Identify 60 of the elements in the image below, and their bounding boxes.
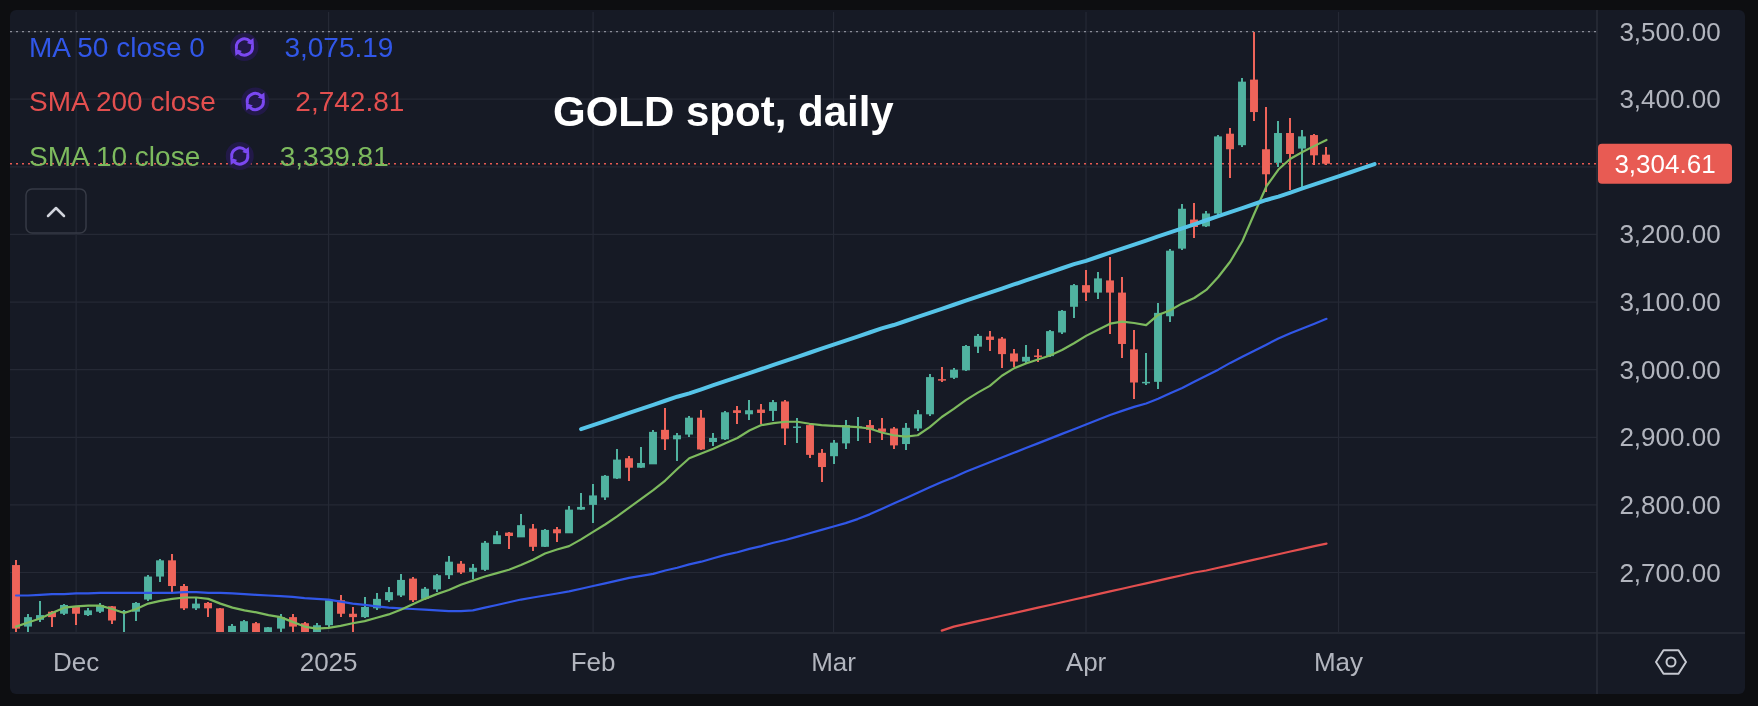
x-tick-label: Feb (570, 647, 616, 677)
annotation: 2,742.81 (295, 86, 405, 117)
y-tick-label: 3,500.00 (1619, 16, 1721, 47)
candlestick (445, 555, 453, 580)
candlestick (1082, 268, 1090, 302)
y-tick-label: 3,400.00 (1619, 84, 1721, 115)
ref-line-label: 3,304.61 (1614, 148, 1716, 179)
candlestick (361, 595, 369, 620)
candlestick (745, 399, 753, 422)
y-tick-label: 2,800.00 (1619, 489, 1721, 520)
candlestick (1106, 255, 1114, 335)
candlestick (793, 416, 801, 445)
candlestick (1070, 282, 1078, 319)
candlestick (433, 572, 441, 594)
x-tick-label: Dec (53, 647, 100, 677)
candlestick (818, 447, 826, 483)
candlestick (878, 416, 886, 441)
annotation: 3,339.81 (279, 140, 389, 172)
candlestick (1022, 344, 1030, 365)
candlestick (998, 335, 1006, 370)
line-series (940, 542, 1328, 632)
candlestick (685, 415, 693, 438)
text: SMA 200 close (29, 86, 216, 117)
x-tick-label: 2025 (299, 647, 358, 677)
text: SMA 10 close (29, 140, 201, 172)
candlestick (914, 409, 922, 432)
candlestick (1010, 347, 1018, 368)
y-tick-label: 3,000.00 (1619, 354, 1721, 385)
y-tick-label: 2,700.00 (1619, 557, 1721, 588)
candlestick (156, 557, 164, 583)
line-series (14, 317, 1328, 613)
candlestick (613, 447, 621, 480)
candlestick (601, 474, 609, 502)
candlestick (974, 332, 982, 355)
candlestick (661, 406, 669, 452)
candlestick (589, 482, 597, 525)
candlestick (1094, 270, 1102, 300)
y-tick-label: 3,200.00 (1619, 219, 1721, 250)
candlestick (1058, 309, 1066, 335)
y-tick-label: 2,900.00 (1619, 422, 1721, 453)
line-series (579, 162, 1377, 432)
x-tick-label: Apr (1065, 647, 1107, 677)
candlestick (144, 574, 152, 602)
candlestick (625, 455, 633, 483)
candlestick (565, 505, 573, 535)
candlestick (733, 404, 741, 425)
candlestick (1298, 129, 1306, 189)
candlestick (673, 431, 681, 462)
annotation: 3,075.19 (284, 31, 394, 63)
candlestick (409, 575, 417, 604)
x-tick-label: May (1313, 647, 1364, 677)
candlestick (529, 522, 537, 552)
y-tick-label: 3,100.00 (1619, 287, 1721, 318)
text: MA 50 close 0 (29, 31, 205, 63)
text: GOLD spot, daily (553, 88, 895, 135)
candlestick (397, 572, 405, 598)
candlestick (769, 399, 777, 423)
x-tick-label: Mar (811, 647, 857, 677)
candlestick (277, 612, 285, 633)
candlestick (830, 438, 838, 466)
